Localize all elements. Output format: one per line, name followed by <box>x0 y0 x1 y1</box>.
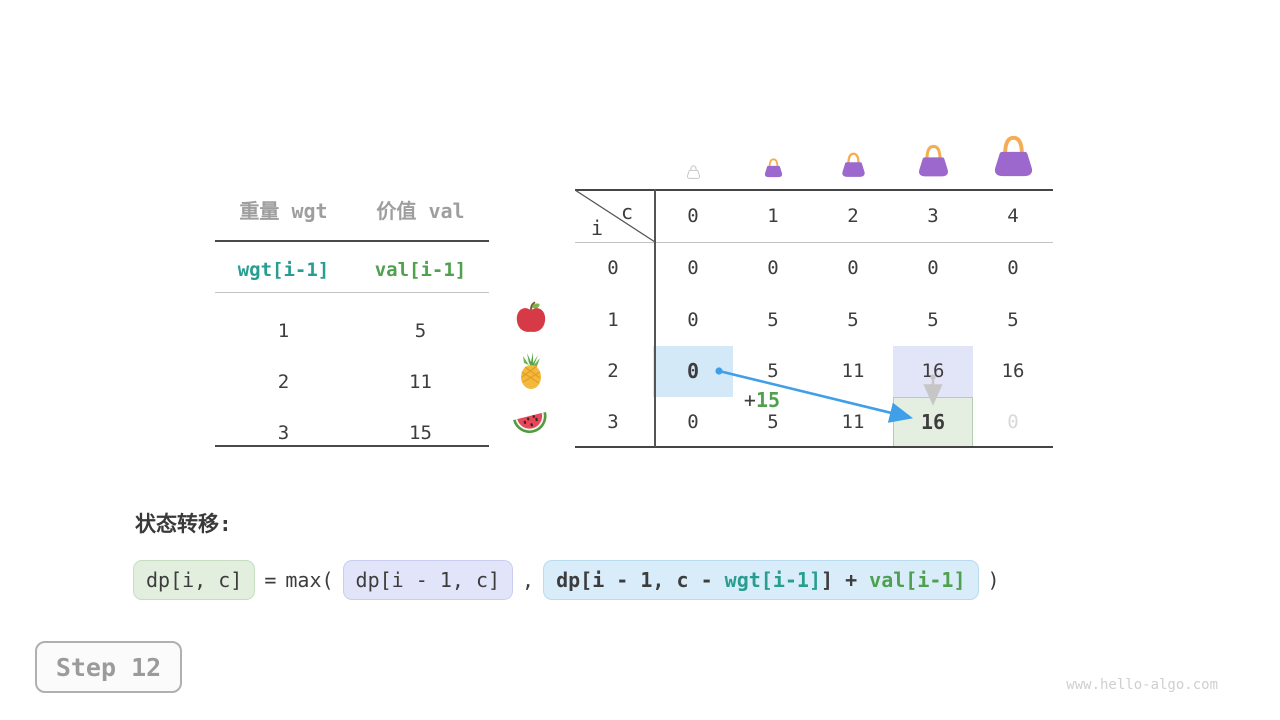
dp-col-header-1: 1 <box>767 205 779 227</box>
bag-capacity-1-icon <box>763 158 784 182</box>
formula-part-plain: ] + <box>821 568 870 592</box>
bag-capacity-2-icon <box>840 152 867 182</box>
formula-option-take-box: dp[i - 1, c - wgt[i-1]] + val[i-1] <box>543 560 979 600</box>
items-table-rule <box>215 445 489 447</box>
item-row-3: 3 15 <box>215 419 489 447</box>
dp-table-border-left <box>654 189 656 447</box>
dp-cell-0-3: 0 <box>927 257 939 279</box>
transition-value-annotation: +15 <box>743 388 781 412</box>
watermelon-icon <box>511 403 549 441</box>
state-transition-label: 状态转移: <box>135 512 232 536</box>
dp-cell-3-4: 0 <box>1007 411 1019 433</box>
dp-cell-1-0: 0 <box>687 309 699 331</box>
items-table-rule <box>215 240 489 242</box>
formula-max-open: max( <box>285 568 334 592</box>
dp-table-border-bottom <box>575 446 1053 448</box>
items-table: 重量 wgt 价值 val wgt[i-1] val[i-1] 1 5 2 11 3 15 <box>215 190 489 448</box>
items-table-rule <box>215 292 489 293</box>
formula-part-plain: dp[i - 1, c - <box>556 568 725 592</box>
state-transition-formula: dp[i, c] = max( dp[i - 1, c] , dp[i - 1,… <box>133 559 1000 601</box>
dp-cell-1-1: 5 <box>767 309 779 331</box>
dp-cell-2-3: 16 <box>921 360 945 382</box>
dp-cell-3-0: 0 <box>687 411 699 433</box>
watermark: www.hello-algo.com <box>1066 677 1218 693</box>
dp-col-header-0: 0 <box>687 205 699 227</box>
bag-capacity-3-icon <box>916 144 951 182</box>
item-weight: 1 <box>277 320 290 342</box>
dp-cell-2-0: 0 <box>686 359 700 383</box>
step-badge: Step 12 <box>35 641 182 693</box>
dp-cell-0-1: 0 <box>767 257 779 279</box>
item-row-2: 2 11 <box>215 368 489 396</box>
dp-col-header-3: 3 <box>927 205 939 227</box>
dp-cell-2-2: 11 <box>841 360 865 382</box>
dp-row-header-2: 2 <box>607 360 619 382</box>
dp-cell-1-2: 5 <box>847 309 859 331</box>
dp-table-header-rule <box>575 242 1053 243</box>
dp-cell-1-3: 5 <box>927 309 939 331</box>
dp-cell-2-4: 16 <box>1001 360 1025 382</box>
dp-col-header-2: 2 <box>847 205 859 227</box>
dp-cell-0-0: 0 <box>687 257 699 279</box>
item-value: 11 <box>409 371 432 393</box>
item-value: 5 <box>414 320 427 342</box>
capacity-axis-label: c <box>620 200 634 224</box>
wgt-index-label: wgt[i-1] <box>237 259 330 281</box>
item-weight: 2 <box>277 371 290 393</box>
formula-comma: , <box>522 568 535 592</box>
dp-cell-1-4: 5 <box>1007 309 1019 331</box>
bag-capacity-4-icon <box>991 135 1036 182</box>
weight-column-header: 重量 wgt <box>239 199 328 223</box>
bag-capacity-0-icon <box>686 164 701 183</box>
dp-cell-3-3: 16 <box>920 410 946 434</box>
dp-cell-0-4: 0 <box>1007 257 1019 279</box>
formula-equals: = <box>264 568 277 592</box>
formula-result-box: dp[i, c] <box>133 560 256 600</box>
items-table-subheader: wgt[i-1] val[i-1] <box>215 256 489 284</box>
formula-part-weight: wgt[i-1] <box>724 568 821 592</box>
dp-row-header-1: 1 <box>607 309 619 331</box>
dp-cell-0-2: 0 <box>847 257 859 279</box>
items-table-header: 重量 wgt 价值 val <box>215 197 489 225</box>
pineapple-icon <box>513 352 549 394</box>
item-axis-label: i <box>590 216 604 240</box>
value-column-header: 价值 val <box>376 199 465 223</box>
formula-close-paren: ) <box>987 568 1000 592</box>
item-weight: 3 <box>277 422 290 444</box>
dp-cell-3-1: 5 <box>767 411 779 433</box>
val-index-label: val[i-1] <box>374 259 467 281</box>
item-value: 15 <box>409 422 432 444</box>
formula-part-value: val[i-1] <box>869 568 966 592</box>
dp-table-border-top <box>575 189 1053 191</box>
dp-col-header-4: 4 <box>1007 205 1019 227</box>
formula-option-keep-box: dp[i - 1, c] <box>342 560 514 600</box>
dp-cell-3-2: 11 <box>841 411 865 433</box>
dp-row-header-3: 3 <box>607 411 619 433</box>
dp-row-header-0: 0 <box>607 257 619 279</box>
apple-icon <box>514 301 548 339</box>
